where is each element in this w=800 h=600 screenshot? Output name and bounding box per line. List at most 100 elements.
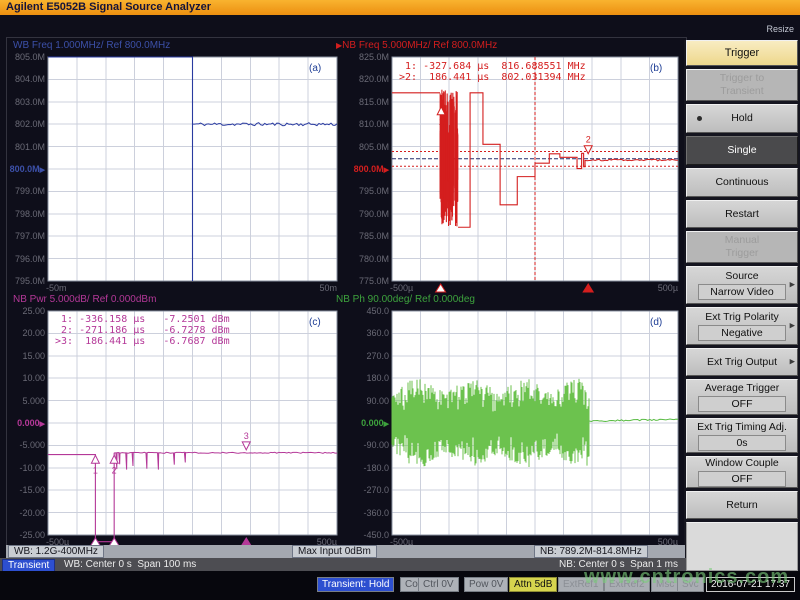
softkey-ext-trig-polarity-value: Negative bbox=[698, 325, 786, 341]
plot-a-ytick: 805.0M bbox=[6, 52, 45, 62]
ref-level-arrow-icon: ▶ bbox=[384, 421, 389, 428]
resize-button[interactable]: Resize bbox=[766, 24, 794, 34]
plot-d-ytick: 270.0 bbox=[343, 351, 389, 361]
softkey-ext-trig-output[interactable]: Ext Trig Output ▶ bbox=[686, 348, 798, 376]
svg-text:2: 2 bbox=[112, 465, 117, 475]
plot-a-ytick: 804.0M bbox=[6, 74, 45, 84]
submenu-arrow-icon: ▶ bbox=[790, 356, 795, 369]
plot-a-ytick: 800.0M▶ bbox=[6, 164, 45, 174]
plot-c-canvas: 123 bbox=[48, 311, 339, 551]
softkey-single[interactable]: Single bbox=[686, 136, 798, 165]
plot-d-ytick: 90.00 bbox=[343, 396, 389, 406]
window-title: Agilent E5052B Signal Source Analyzer bbox=[6, 1, 211, 13]
plot-b-ytick: 815.0M bbox=[343, 97, 389, 107]
max-input-chip: Max Input 0dBm bbox=[292, 545, 377, 558]
plot-d-ytick: -180.0 bbox=[343, 463, 389, 473]
nb-range-chip: NB: 789.2M-814.8MHz bbox=[534, 545, 648, 558]
softkey-source[interactable]: SourceNarrow Video▶ bbox=[686, 266, 798, 304]
softkey-restart[interactable]: Restart bbox=[686, 200, 798, 228]
plot-d-ytick: -450.0 bbox=[343, 530, 389, 540]
softkey-manual-trigger: Manual Trigger bbox=[686, 231, 798, 263]
plot-b-axis-marker[interactable] bbox=[583, 284, 593, 292]
softkey-empty-area bbox=[686, 522, 798, 571]
plot-a-ytick: 795.0M bbox=[6, 276, 45, 286]
softkey-label: Source bbox=[725, 270, 758, 283]
softkey-label: Continuous bbox=[715, 176, 768, 189]
title-bar: Agilent E5052B Signal Source Analyzer bbox=[0, 0, 800, 15]
softkey-return[interactable]: Return bbox=[686, 491, 798, 519]
plot-c-ytick: 15.00 bbox=[6, 351, 45, 361]
plot-b-ytick: 805.0M bbox=[343, 142, 389, 152]
wb-sweep-text: WB: Center 0 s Span 100 ms bbox=[64, 559, 196, 571]
svg-text:1: 1 bbox=[439, 117, 444, 127]
plot-b-title: ▶NB Freq 5.000MHz/ Ref 800.0MHz bbox=[336, 40, 497, 51]
softkey-label: Return bbox=[726, 499, 758, 512]
plot-d-ytick: 450.0 bbox=[343, 306, 389, 316]
plot-b-ytick: 795.0M bbox=[343, 186, 389, 196]
plot-b-ytick: 780.0M bbox=[343, 254, 389, 264]
plot-b-ytick: 790.0M bbox=[343, 209, 389, 219]
plot-b-ytick: 785.0M bbox=[343, 231, 389, 241]
watermark: www.cntronics.com bbox=[584, 566, 789, 589]
plot-b-ytick: 825.0M bbox=[343, 52, 389, 62]
softkey-trigger[interactable]: Trigger bbox=[686, 40, 798, 66]
plot-c-ytick: -25.00 bbox=[6, 530, 45, 540]
plot-c-ytick: 0.000▶ bbox=[6, 418, 45, 428]
plot-a-title: WB Freq 1.000MHz/ Ref 800.0MHz bbox=[13, 40, 170, 51]
svg-text:3: 3 bbox=[244, 431, 249, 441]
transient-hold-chip: Transient: Hold bbox=[317, 577, 394, 592]
plot-a-ytick: 798.0M bbox=[6, 209, 45, 219]
softkey-label: Ext Trig Polarity bbox=[705, 311, 779, 324]
plot-b-axis-marker[interactable] bbox=[436, 284, 446, 292]
svg-text:2: 2 bbox=[586, 135, 591, 145]
softkey-trigger-to-transient: Trigger to Transient bbox=[686, 69, 798, 101]
plot-c-title: NB Pwr 5.000dB/ Ref 0.000dBm bbox=[13, 294, 156, 305]
plot-d-ytick: 360.0 bbox=[343, 328, 389, 338]
selected-bullet-icon bbox=[697, 116, 702, 121]
softkey-hold[interactable]: Hold bbox=[686, 104, 798, 133]
plot-a-ytick: 802.0M bbox=[6, 119, 45, 129]
plot-b-canvas: 12 bbox=[392, 57, 680, 297]
status-chip-ctrl-0v: Ctrl 0V bbox=[418, 577, 459, 592]
plot-c-marker-readout: 1: -336.158 µs -7.2501 dBm 2: -271.186 µ… bbox=[55, 314, 230, 347]
softkey-source-value: Narrow Video bbox=[698, 284, 786, 300]
status-chip-pow-0v: Pow 0V bbox=[464, 577, 508, 592]
status-bar-ranges: WB: 1.2G-400MHz Max Input 0dBm NB: 789.2… bbox=[6, 545, 685, 558]
softkey-label: Window Couple bbox=[705, 457, 779, 470]
softkey-label: Single bbox=[727, 144, 756, 157]
plot-a-ytick: 799.0M bbox=[6, 186, 45, 196]
softkey-continuous[interactable]: Continuous bbox=[686, 168, 798, 197]
plot-d-ytick: -360.0 bbox=[343, 508, 389, 518]
plot-c-ytick: 20.00 bbox=[6, 328, 45, 338]
plot-d-title: NB Ph 90.00deg/ Ref 0.000deg bbox=[336, 294, 475, 305]
softkey-average-trigger-value: OFF bbox=[698, 396, 786, 412]
plot-a-ytick: 801.0M bbox=[6, 142, 45, 152]
softkey-ext-trig-polarity[interactable]: Ext Trig PolarityNegative ▶ bbox=[686, 307, 798, 345]
softkey-window-couple[interactable]: Window CoupleOFF bbox=[686, 456, 798, 488]
plot-b-marker-readout: 1: -327.684 µs 816.688551 MHz >2: 186.44… bbox=[399, 61, 586, 83]
plot-d-ytick: 0.000▶ bbox=[343, 418, 389, 428]
wb-range-chip: WB: 1.2G-400MHz bbox=[8, 545, 104, 558]
ref-level-arrow-icon: ▶ bbox=[40, 167, 45, 174]
plot-a-canvas bbox=[48, 57, 339, 297]
softkey-label: Average Trigger bbox=[705, 382, 780, 395]
plot-c-ytick: 5.000 bbox=[6, 396, 45, 406]
softkey-label: Ext Trig Timing Adj. bbox=[697, 421, 787, 434]
softkey-label: Restart bbox=[725, 208, 759, 221]
plot-d-ytick: 180.0 bbox=[343, 373, 389, 383]
plot-c-ytick: 10.00 bbox=[6, 373, 45, 383]
plot-b-ytick: 775.0M bbox=[343, 276, 389, 286]
softkey-label: Manual Trigger bbox=[725, 234, 759, 260]
instrument-screen: Agilent E5052B Signal Source Analyzer Re… bbox=[0, 0, 800, 600]
softkey-label: Ext Trig Output bbox=[707, 356, 777, 369]
softkey-ext-trig-timing-adj[interactable]: Ext Trig Timing Adj.0s bbox=[686, 418, 798, 453]
softkey-label: Trigger bbox=[725, 47, 759, 60]
plot-c-ytick: -5.000 bbox=[6, 440, 45, 450]
plot-a-ytick: 796.0M bbox=[6, 254, 45, 264]
plot-a-ytick: 797.0M bbox=[6, 231, 45, 241]
ref-level-arrow-icon: ▶ bbox=[40, 421, 45, 428]
plot-c-ytick: -20.00 bbox=[6, 508, 45, 518]
submenu-arrow-icon: ▶ bbox=[790, 320, 795, 333]
softkey-window-couple-value: OFF bbox=[698, 471, 786, 487]
softkey-average-trigger[interactable]: Average TriggerOFF bbox=[686, 379, 798, 415]
